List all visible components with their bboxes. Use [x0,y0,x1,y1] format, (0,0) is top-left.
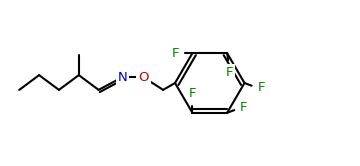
Text: F: F [189,87,196,100]
Text: N: N [118,71,127,84]
Text: F: F [225,66,233,79]
Text: O: O [138,71,149,84]
Text: F: F [172,47,180,60]
Text: F: F [257,81,265,94]
Text: F: F [240,101,248,114]
